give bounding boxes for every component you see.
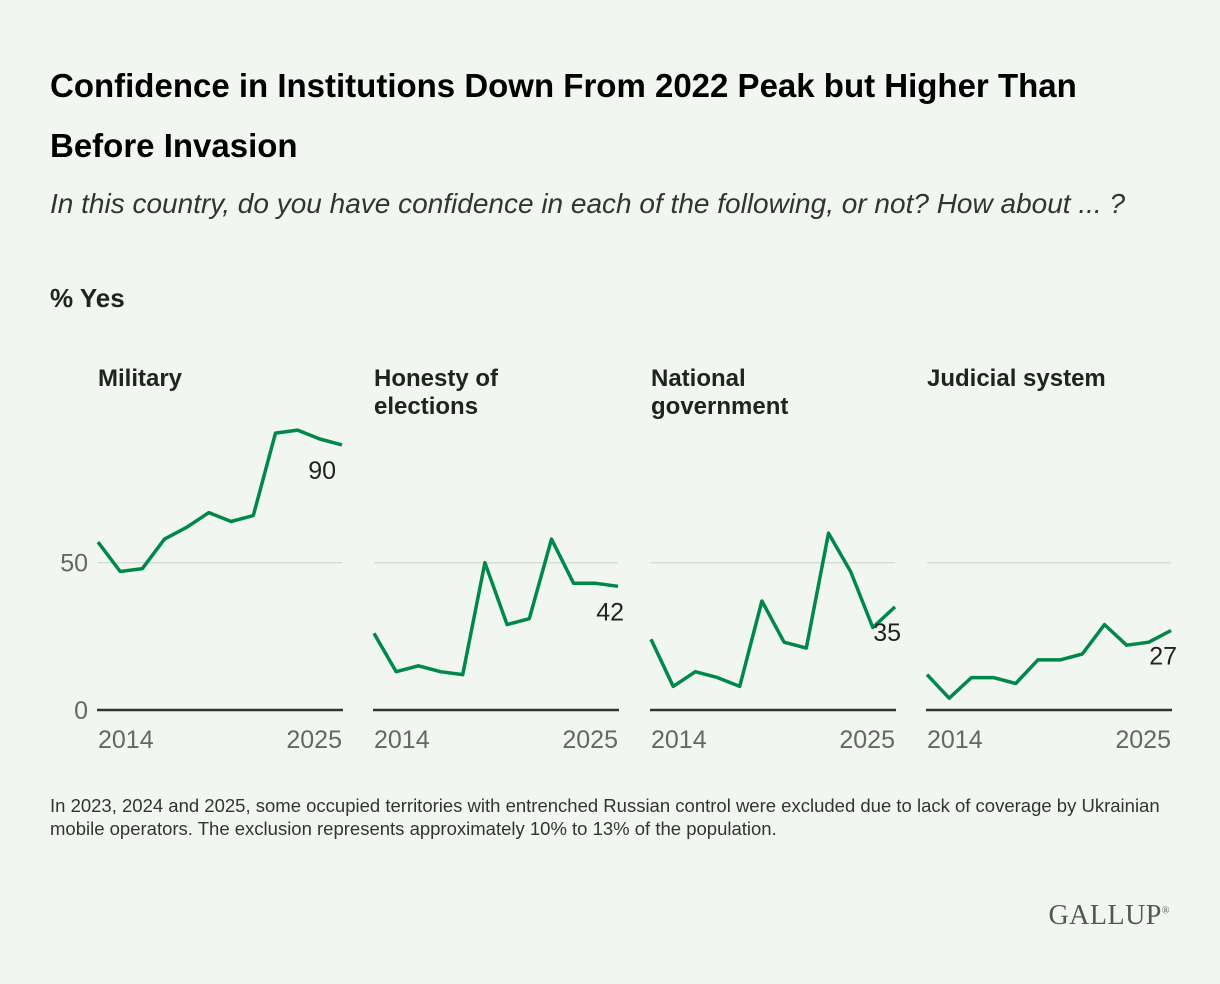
y-tick-label: 50	[60, 550, 88, 578]
unit-label: % Yes	[50, 283, 125, 313]
footnote: In 2023, 2024 and 2025, some occupied te…	[50, 795, 1160, 839]
series-line	[649, 531, 897, 689]
series-line	[372, 537, 619, 677]
x-tick-label: 2014	[374, 726, 430, 754]
x-tick-label: 2014	[927, 726, 983, 754]
end-value-label: 35	[873, 619, 901, 647]
y-tick-label: 0	[74, 697, 88, 725]
panel-title: Honesty of elections	[374, 365, 499, 420]
x-tick-label: 2025	[562, 726, 618, 754]
x-tick-label: 2025	[286, 726, 342, 754]
x-tick-label: 2025	[1115, 726, 1171, 754]
panel-title: Military	[98, 365, 183, 392]
end-value-label: 42	[596, 598, 624, 626]
chart-subtitle: In this country, do you have confidence …	[50, 188, 1126, 219]
chart-title: Confidence in Institutions Down From 202…	[50, 67, 1077, 164]
panel-title: Judicial system	[927, 365, 1106, 392]
x-tick-label: 2014	[98, 726, 154, 754]
series-line	[96, 428, 343, 574]
end-value-label: 27	[1149, 642, 1177, 670]
x-tick-label: 2025	[839, 726, 895, 754]
series-line	[925, 622, 1172, 700]
x-tick-label: 2014	[651, 726, 707, 754]
panel-title: National government	[651, 365, 788, 420]
gallup-logo: GALLUP®	[1048, 900, 1170, 931]
end-value-label: 90	[308, 457, 336, 485]
